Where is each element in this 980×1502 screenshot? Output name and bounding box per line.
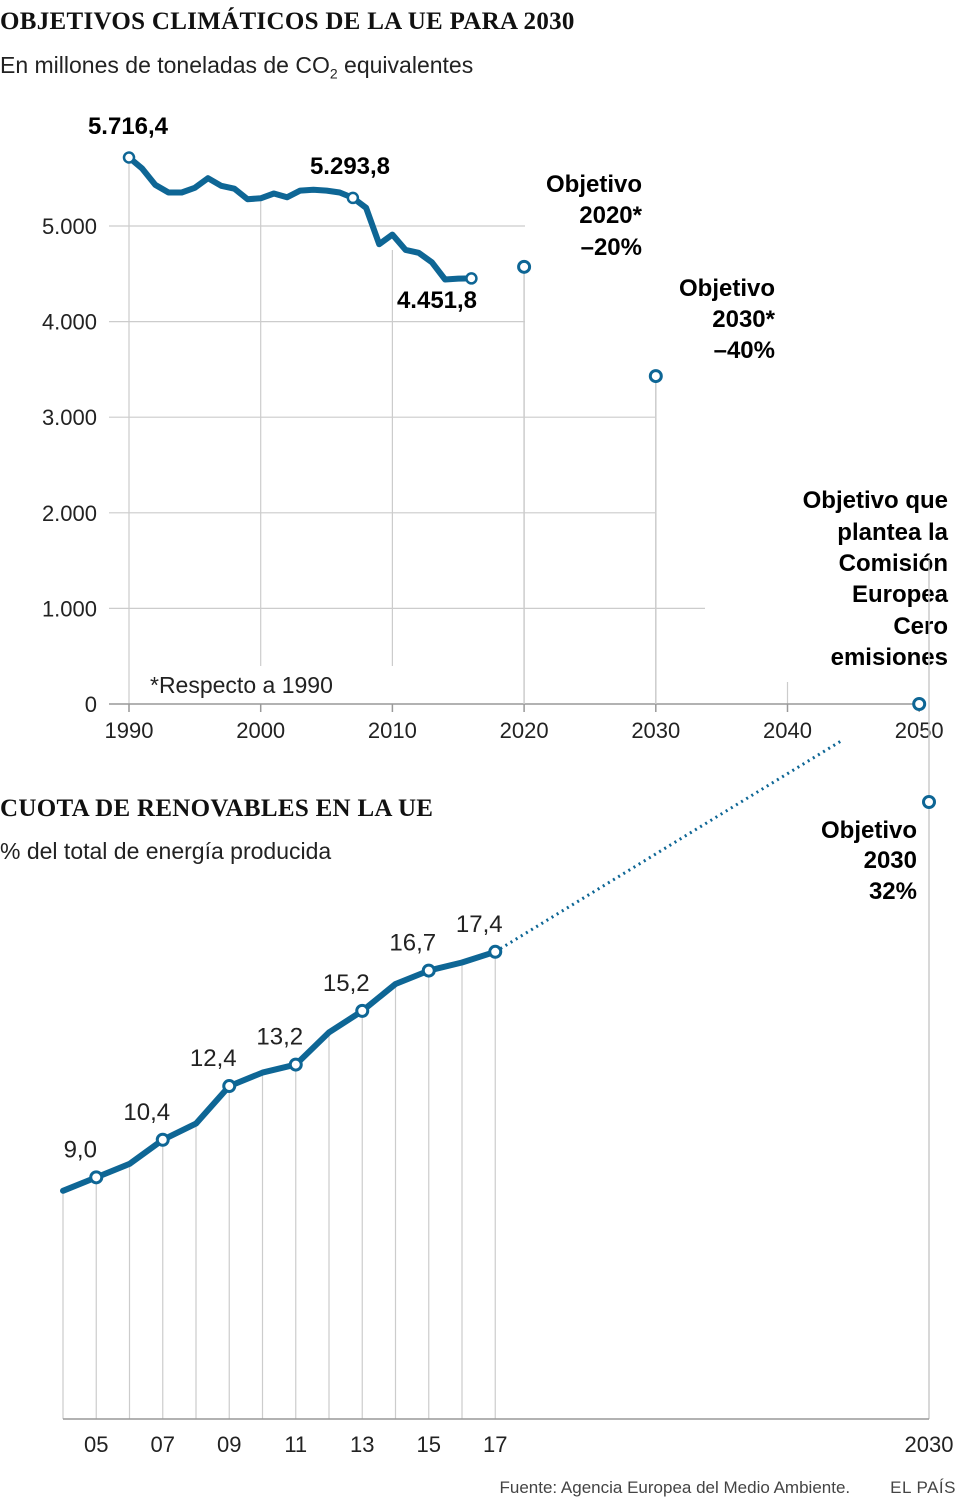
target-2050-line4: Europea: [852, 581, 949, 608]
x-tick-label: 09: [217, 1432, 241, 1457]
x-tick-label: 2000: [236, 718, 285, 743]
renewables-chart-title: CUOTA DE RENOVABLES EN LA UE: [0, 795, 434, 822]
x-tick-label: 11: [284, 1432, 307, 1457]
emissions-chart-subtitle: En millones de toneladas de CO2 equivale…: [0, 52, 474, 82]
emissions-footnote: *Respecto a 1990: [150, 672, 333, 698]
x-tick-label: 1990: [105, 718, 154, 743]
data-label: 9,0: [64, 1136, 97, 1163]
data-label: 16,7: [389, 930, 436, 957]
y-tick-label: 5.000: [42, 214, 97, 239]
y-tick-label: 0: [85, 692, 97, 717]
renewables-chart-subtitle: % del total de energía producida: [0, 838, 332, 864]
target-2020-line1: Objetivo: [546, 171, 642, 198]
y-tick-label: 3.000: [42, 405, 97, 430]
data-point-marker: [222, 1079, 237, 1094]
target-2050-line3: Comisión: [839, 550, 948, 577]
target-2020-label: Objetivo 2020* –20%: [546, 171, 643, 261]
target-2050-line2: plantea la: [837, 519, 948, 546]
data-label: 17,4: [456, 911, 503, 938]
data-point-marker: [488, 944, 503, 959]
footer: Fuente: Agencia Europea del Medio Ambien…: [500, 1478, 957, 1498]
emissions-label-mid: 5.293,8: [310, 153, 390, 180]
data-point-marker: [288, 1057, 303, 1072]
target-2050-label: Objetivo que plantea la Comisión Europea…: [803, 487, 949, 671]
x-tick-label: 2020: [500, 718, 549, 743]
data-point-marker: [355, 1003, 370, 1018]
y-tick-label: 1.000: [42, 596, 97, 621]
emissions-series-line: [126, 154, 475, 283]
x-tick-label: 2040: [763, 718, 812, 743]
x-tick-label: 2030: [905, 1432, 954, 1457]
x-tick-label: 07: [151, 1432, 175, 1457]
x-tick-label: 15: [417, 1432, 441, 1457]
target-2030-line3: –40%: [714, 337, 775, 364]
target-marker: [648, 369, 663, 384]
brand-logo: EL PAÍS: [890, 1478, 956, 1497]
data-point-marker: [122, 151, 136, 164]
data-point-marker: [346, 191, 360, 205]
x-tick-label: 05: [84, 1432, 108, 1457]
target-2020-line3: –20%: [581, 234, 642, 261]
x-tick-label: 13: [350, 1432, 374, 1457]
data-label: 12,4: [190, 1045, 237, 1072]
emissions-chart-title: OBJETIVOS CLIMÁTICOS DE LA UE PARA 2030: [0, 8, 575, 35]
y-tick-label: 4.000: [42, 310, 97, 335]
data-point-marker: [155, 1132, 170, 1147]
target-marker: [517, 259, 532, 274]
target-2030-label: Objetivo 2030* –40%: [679, 275, 776, 364]
x-tick-label: 2030: [631, 718, 680, 743]
emissions-chart: 1.000 2.000 3.000 4.000 5.000 0 1990 2000 2010 20…: [42, 113, 949, 743]
emissions-label-end: 4.451,8: [397, 287, 477, 314]
target-2030-line2: 2030*: [712, 306, 775, 333]
data-point-marker: [465, 272, 478, 285]
x-tick-label: 17: [483, 1432, 507, 1457]
data-label: 13,2: [256, 1024, 303, 1051]
target-marker: [912, 697, 927, 711]
data-point-marker: [421, 963, 436, 978]
y-tick-label: 2.000: [42, 501, 97, 526]
x-tick-label: 2010: [368, 718, 417, 743]
renewables-target-line2: 2030: [864, 847, 917, 874]
renewables-series-line: [60, 948, 499, 1194]
emissions-label-start: 5.716,4: [88, 113, 169, 140]
x-tick-label: 2050: [895, 718, 944, 743]
data-point-marker: [89, 1170, 104, 1185]
renewables-target-line1: Objetivo: [821, 817, 917, 844]
target-2050-line1: Objetivo que: [803, 487, 948, 514]
data-label: 10,4: [123, 1099, 170, 1126]
data-label: 15,2: [323, 970, 370, 997]
target-2030-line1: Objetivo: [679, 275, 775, 302]
target-2050-line5: Cero: [893, 613, 948, 640]
renewables-target-line3: 32%: [869, 878, 917, 905]
renewables-chart: 9,0 10,4 12,4 13,2 15,2 16,7 17,4 05 07 09 11 13 15…: [60, 559, 954, 1457]
source-note: Fuente: Agencia Europea del Medio Ambien…: [499, 1478, 851, 1497]
renewables-projection-line: [494, 738, 844, 954]
target-2050-line6: emisiones: [831, 644, 948, 671]
renewables-target-label: Objetivo 2030 32%: [821, 817, 917, 905]
target-2020-line2: 2020*: [579, 202, 642, 229]
target-marker: [922, 795, 936, 809]
